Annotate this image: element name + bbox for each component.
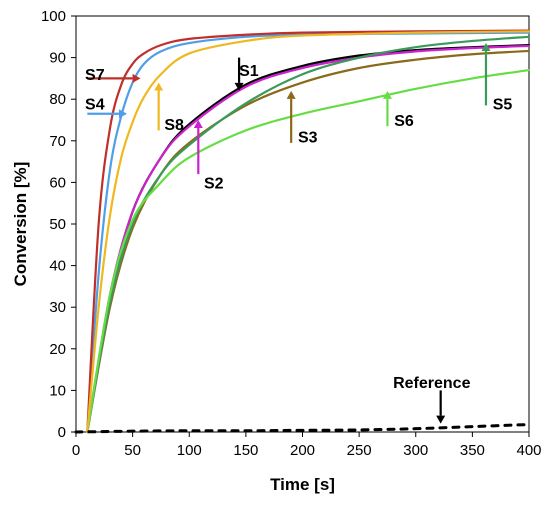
- series-line-s6: [86, 68, 531, 434]
- y-tick-label: 100: [41, 8, 66, 25]
- y-tick-label: 40: [49, 258, 66, 275]
- plot-area: [75, 15, 530, 433]
- annotation-s6: S6: [382, 90, 414, 130]
- annotation-s7: S7: [85, 67, 141, 84]
- annotation-arrow-head: [481, 43, 491, 52]
- annotation-label: S5: [493, 96, 513, 113]
- x-tick-label: 300: [403, 442, 428, 459]
- annotation-s5: S5: [481, 43, 512, 113]
- annotation-s3: S3: [286, 90, 318, 147]
- series-line-s2: [86, 44, 531, 434]
- annotation-arrow-head: [193, 120, 203, 128]
- annotation-s1: S1: [234, 57, 259, 91]
- series-line-reference: [74, 423, 531, 434]
- x-tick-label: 350: [460, 442, 485, 459]
- annotation-label: S3: [298, 130, 318, 147]
- x-tick-label: 250: [347, 442, 372, 459]
- annotation-arrow-head: [118, 109, 127, 119]
- annotation-reference: Reference: [393, 375, 471, 424]
- annotation-arrow-head: [286, 90, 296, 99]
- plot-frame: [75, 15, 530, 433]
- annotation-layer: S1 S2 S3 S4 S5 S6 S7 S8 Reference: [85, 43, 512, 424]
- series-line-s8: [86, 30, 531, 434]
- annotation-arrow-head: [382, 90, 392, 99]
- x-tick-label: 200: [290, 442, 315, 459]
- x-tick-label: 150: [233, 442, 258, 459]
- y-tick-label: 70: [49, 133, 66, 150]
- y-tick-label: 80: [49, 91, 66, 108]
- series-line-s5: [86, 35, 531, 434]
- y-axis: 0 10 20 30 40 50 60 70 80 90 100: [41, 8, 76, 441]
- annotation-arrow-head: [132, 73, 141, 83]
- series-line-s4: [86, 31, 531, 434]
- y-tick-label: 10: [49, 382, 66, 399]
- x-axis: 0 50 100 150 200 250 300 350 400: [72, 432, 542, 459]
- annotation-label: S1: [239, 63, 259, 80]
- annotation-label: S4: [85, 96, 105, 113]
- series-line-s1: [86, 44, 531, 434]
- annotation-label: S7: [85, 67, 105, 84]
- annotation-arrow-head: [154, 82, 164, 91]
- series-layer: [74, 29, 531, 434]
- x-tick-label: 0: [72, 442, 80, 459]
- y-tick-label: 60: [49, 174, 66, 191]
- annotation-label: S2: [204, 175, 224, 192]
- y-tick-label: 50: [49, 216, 66, 233]
- annotation-label: S8: [164, 117, 184, 134]
- annotation-label: S6: [394, 113, 414, 130]
- x-axis-title: Time [s]: [270, 475, 335, 494]
- annotation-label: Reference: [393, 375, 470, 392]
- y-tick-label: 30: [49, 299, 66, 316]
- y-axis-title: Conversion [%]: [11, 162, 30, 287]
- x-tick-label: 50: [124, 442, 141, 459]
- annotation-arrow-head: [234, 82, 244, 91]
- annotation-s8: S8: [154, 82, 184, 134]
- y-tick-label: 20: [49, 341, 66, 358]
- annotation-s4: S4: [85, 96, 127, 119]
- y-tick-label: 90: [49, 50, 66, 67]
- x-tick-label: 100: [177, 442, 202, 459]
- y-tick-label: 0: [58, 424, 66, 441]
- series-line-s7: [86, 29, 531, 434]
- annotation-arrow-head: [436, 415, 446, 424]
- annotation-s2: S2: [193, 120, 224, 192]
- x-tick-label: 400: [516, 442, 541, 459]
